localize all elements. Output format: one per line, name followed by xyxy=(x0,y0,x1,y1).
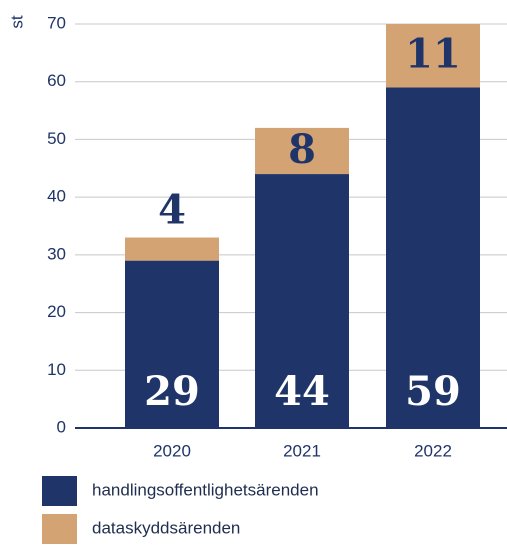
data-label: 29 xyxy=(144,368,200,415)
y-tick-label: 20 xyxy=(47,302,66,321)
bar-segment xyxy=(386,87,480,428)
x-tick-label: 2021 xyxy=(283,441,321,460)
legend-swatch xyxy=(42,476,77,506)
data-label: 44 xyxy=(274,368,330,415)
legend-swatch xyxy=(42,514,77,544)
data-label: 8 xyxy=(288,126,316,173)
data-label: 4 xyxy=(158,187,186,234)
y-tick-label: 0 xyxy=(57,417,66,436)
data-label: 11 xyxy=(405,31,461,78)
legend-label: dataskyddsärenden xyxy=(92,518,240,537)
x-tick-label: 2020 xyxy=(153,441,191,460)
bar-segment xyxy=(386,24,480,88)
data-label: 59 xyxy=(405,368,461,415)
y-axis-label: st xyxy=(7,15,26,29)
y-tick-label: 70 xyxy=(47,13,66,32)
legend-label: handlingsoffentlighetsärenden xyxy=(92,480,319,499)
y-tick-label: 10 xyxy=(47,360,66,379)
x-tick-label: 2022 xyxy=(414,441,452,460)
y-tick-label: 30 xyxy=(47,244,66,263)
y-tick-label: 60 xyxy=(47,71,66,90)
y-tick-label: 40 xyxy=(47,187,66,206)
bar-segment xyxy=(255,174,349,428)
bar-segment xyxy=(125,237,219,261)
y-tick-label: 50 xyxy=(47,129,66,148)
bar-segment xyxy=(255,127,349,175)
bar-segment xyxy=(125,260,219,428)
